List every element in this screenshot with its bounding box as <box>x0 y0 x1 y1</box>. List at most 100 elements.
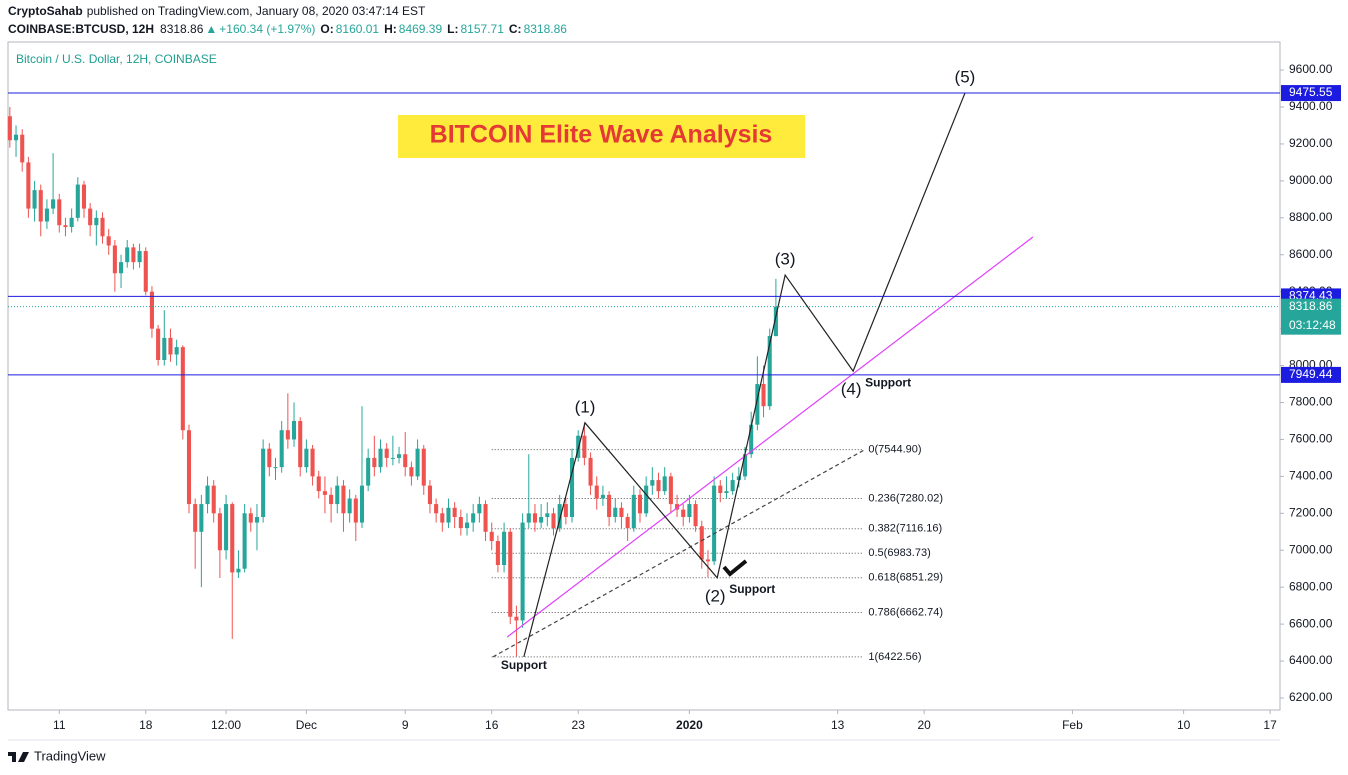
candle-body <box>397 454 402 458</box>
candle-body <box>341 485 346 514</box>
candle-body <box>749 424 754 455</box>
x-tick-label: 2020 <box>676 718 703 732</box>
candle-body <box>329 494 334 505</box>
wave-path <box>523 92 966 658</box>
candle-body <box>174 347 179 355</box>
candle-body <box>662 476 667 492</box>
candle-body <box>32 190 37 209</box>
candle-body <box>625 517 630 529</box>
candle-body <box>279 430 284 468</box>
candle-body <box>69 217 74 228</box>
candle-body <box>7 116 12 141</box>
candle-body <box>464 522 470 529</box>
quote-part: 8318.86 <box>524 22 568 36</box>
candle-body <box>767 336 772 407</box>
title-banner <box>398 115 805 158</box>
quote-part: 8160.01 <box>336 22 380 36</box>
candle-body <box>588 457 593 486</box>
candle-body <box>119 262 124 274</box>
candle-body <box>699 526 704 560</box>
candle-body <box>137 251 142 263</box>
author: CryptoSahab <box>8 4 83 18</box>
checkmark <box>722 559 748 577</box>
candle-body <box>51 199 56 209</box>
candle-body <box>57 199 62 226</box>
candle-body <box>390 457 395 459</box>
candle-body <box>384 448 389 458</box>
candle-body <box>372 457 377 468</box>
quote-part: 8469.39 <box>399 22 443 36</box>
y-tick-label: 7600.00 <box>1289 432 1333 446</box>
candle-body <box>224 504 229 551</box>
candle-body <box>100 217 105 237</box>
candle-body <box>304 448 309 468</box>
quote-part: 8318.86 <box>160 22 204 36</box>
candle-body <box>730 480 735 492</box>
fib-label: 1(6422.56) <box>868 651 921 663</box>
candle-body <box>471 513 476 523</box>
wave-label: (4) <box>841 380 862 399</box>
candle-body <box>168 337 173 355</box>
y-tick-label: 8600.00 <box>1289 247 1333 261</box>
candle-body <box>514 616 519 621</box>
candle-body <box>477 504 482 514</box>
candle-body <box>131 247 136 263</box>
y-tick-label: 8800.00 <box>1289 210 1333 224</box>
candle-body <box>594 485 599 499</box>
x-tick-label: 11 <box>53 718 66 732</box>
y-tick-label: 9600.00 <box>1289 62 1333 76</box>
fib-label: 0.786(6662.74) <box>868 606 943 618</box>
candle-body <box>613 507 618 518</box>
trendline <box>506 236 1034 638</box>
legend: Bitcoin / U.S. Dollar, 12H, COINBASE <box>16 52 217 66</box>
candle-body <box>88 208 93 226</box>
y-tick-label: 6600.00 <box>1289 616 1333 630</box>
candle-body <box>156 328 161 361</box>
candle-body <box>551 513 556 529</box>
candle-body <box>489 531 494 542</box>
candle-body <box>199 504 204 532</box>
candle-body <box>705 559 710 562</box>
candle-body <box>335 485 340 505</box>
candle-body <box>600 494 605 499</box>
candle-body <box>366 457 371 486</box>
candle-body <box>149 291 154 329</box>
candle-body <box>162 337 167 361</box>
candle-body <box>75 184 80 218</box>
candle-body <box>427 485 432 505</box>
x-tick-label: Feb <box>1062 718 1083 732</box>
candle-body <box>415 448 420 477</box>
x-tick-label: 16 <box>485 718 499 732</box>
fib-label: 0.382(7116.16) <box>868 523 942 535</box>
x-tick-label: 13 <box>831 718 845 732</box>
candle-body <box>736 476 741 481</box>
quote-part: +160.34 (+1.97%) <box>219 22 315 36</box>
candle-body <box>261 448 266 518</box>
quote-part: O: <box>320 22 333 36</box>
chart-title: BITCOIN Elite Wave Analysis <box>430 121 773 149</box>
candle-body <box>687 504 692 518</box>
y-tick-label: 7400.00 <box>1289 469 1333 483</box>
candle-body <box>526 513 531 523</box>
level-tag <box>1281 85 1341 102</box>
candle-body <box>236 568 241 573</box>
quote-part: C: <box>509 22 522 36</box>
y-tick-label: 7800.00 <box>1289 395 1333 409</box>
candle-body <box>434 504 439 514</box>
level-tag-label: 7949.44 <box>1289 367 1333 381</box>
candle-body <box>742 454 748 477</box>
level-tag-label: 9475.55 <box>1289 85 1333 99</box>
branding: TradingView <box>34 748 106 763</box>
candle-body <box>421 448 426 486</box>
candle-body <box>94 217 99 226</box>
fib-label: 0(7544.90) <box>868 444 921 456</box>
candle-body <box>681 509 686 518</box>
candle-body <box>285 430 290 440</box>
candle-body <box>44 208 49 222</box>
candle-body <box>631 494 636 529</box>
level-tag <box>1281 366 1341 383</box>
quote-part: 8157.71 <box>461 22 505 36</box>
candle-body <box>569 457 575 518</box>
candle-body <box>347 498 352 514</box>
candle-body <box>81 184 87 209</box>
